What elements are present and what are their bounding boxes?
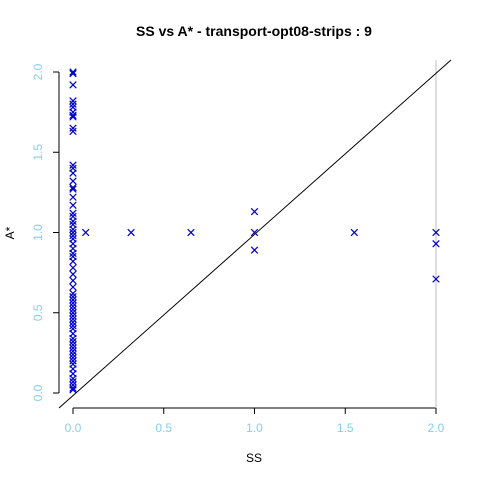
x-tick-label: 2.0	[428, 421, 445, 435]
data-point	[250, 207, 259, 216]
data-point	[69, 350, 77, 359]
data-point	[69, 201, 77, 209]
data-point	[69, 334, 77, 343]
data-point	[69, 249, 77, 258]
data-point	[69, 318, 77, 327]
data-point	[69, 169, 77, 177]
data-point	[69, 97, 77, 105]
data-point	[69, 276, 77, 285]
data-point	[69, 217, 77, 225]
x-tick-label: 1.5	[337, 421, 354, 435]
data-point	[69, 386, 77, 394]
y-tick-label: 2.0	[31, 63, 45, 80]
data-point	[69, 81, 77, 89]
y-tick-label: 1.0	[31, 224, 45, 241]
x-tick-label: 1.0	[246, 421, 263, 435]
data-point	[69, 296, 77, 304]
data-point	[69, 299, 77, 307]
data-point	[69, 161, 77, 169]
data-point	[69, 264, 77, 272]
data-point	[69, 357, 77, 365]
y-tick-label: 1.5	[31, 144, 45, 161]
data-point	[127, 228, 135, 237]
data-point	[69, 305, 77, 314]
data-point	[69, 302, 77, 311]
data-point	[69, 228, 77, 237]
data-point	[350, 228, 359, 237]
data-point	[69, 374, 77, 383]
data-point	[69, 193, 77, 201]
chart-title: SS vs A* - transport-opt08-strips : 9	[136, 23, 372, 39]
data-point	[69, 312, 77, 320]
data-point	[69, 209, 77, 217]
data-point	[69, 384, 77, 392]
x-tick-label: 0.5	[155, 421, 172, 435]
data-point	[69, 69, 77, 78]
data-point	[69, 337, 77, 346]
y-axis-label: A*	[3, 226, 17, 239]
data-point	[69, 292, 77, 301]
data-point	[250, 228, 259, 237]
data-point	[432, 228, 440, 237]
data-point	[69, 283, 77, 291]
data-point	[250, 246, 259, 254]
x-axis-label: SS	[246, 451, 262, 465]
data-point	[187, 228, 195, 237]
data-point	[69, 309, 77, 317]
data-point	[69, 185, 77, 193]
data-point	[69, 231, 77, 240]
data-point	[69, 344, 77, 352]
y-tick-label: 0.5	[31, 304, 45, 321]
data-point	[69, 113, 77, 121]
data-point	[432, 275, 440, 283]
data-point	[69, 378, 77, 386]
data-point	[69, 341, 77, 349]
x-tick-group: 0.0 0.5 1.0 1.5 2.0	[65, 408, 445, 435]
data-point	[69, 127, 77, 136]
data-point	[69, 111, 77, 120]
data-point	[69, 347, 77, 355]
data-point	[69, 257, 77, 266]
data-point	[69, 183, 77, 192]
x-tick-label: 0.0	[65, 421, 82, 435]
y-tick-group: 0.0 0.5 1.0 1.5 2.0	[31, 63, 59, 401]
data-point	[69, 124, 77, 132]
data-point	[69, 100, 77, 108]
data-point	[432, 240, 440, 248]
data-point	[69, 321, 77, 330]
data-point	[69, 177, 77, 185]
data-points	[69, 68, 440, 394]
data-point	[69, 68, 77, 76]
data-point	[69, 270, 77, 278]
data-point	[69, 289, 77, 298]
data-point	[69, 315, 77, 323]
y-tick-label: 0.0	[31, 384, 45, 401]
data-point	[69, 353, 77, 362]
data-point	[69, 225, 77, 234]
diagonal-reference-line	[58, 59, 452, 409]
data-point	[81, 228, 90, 237]
